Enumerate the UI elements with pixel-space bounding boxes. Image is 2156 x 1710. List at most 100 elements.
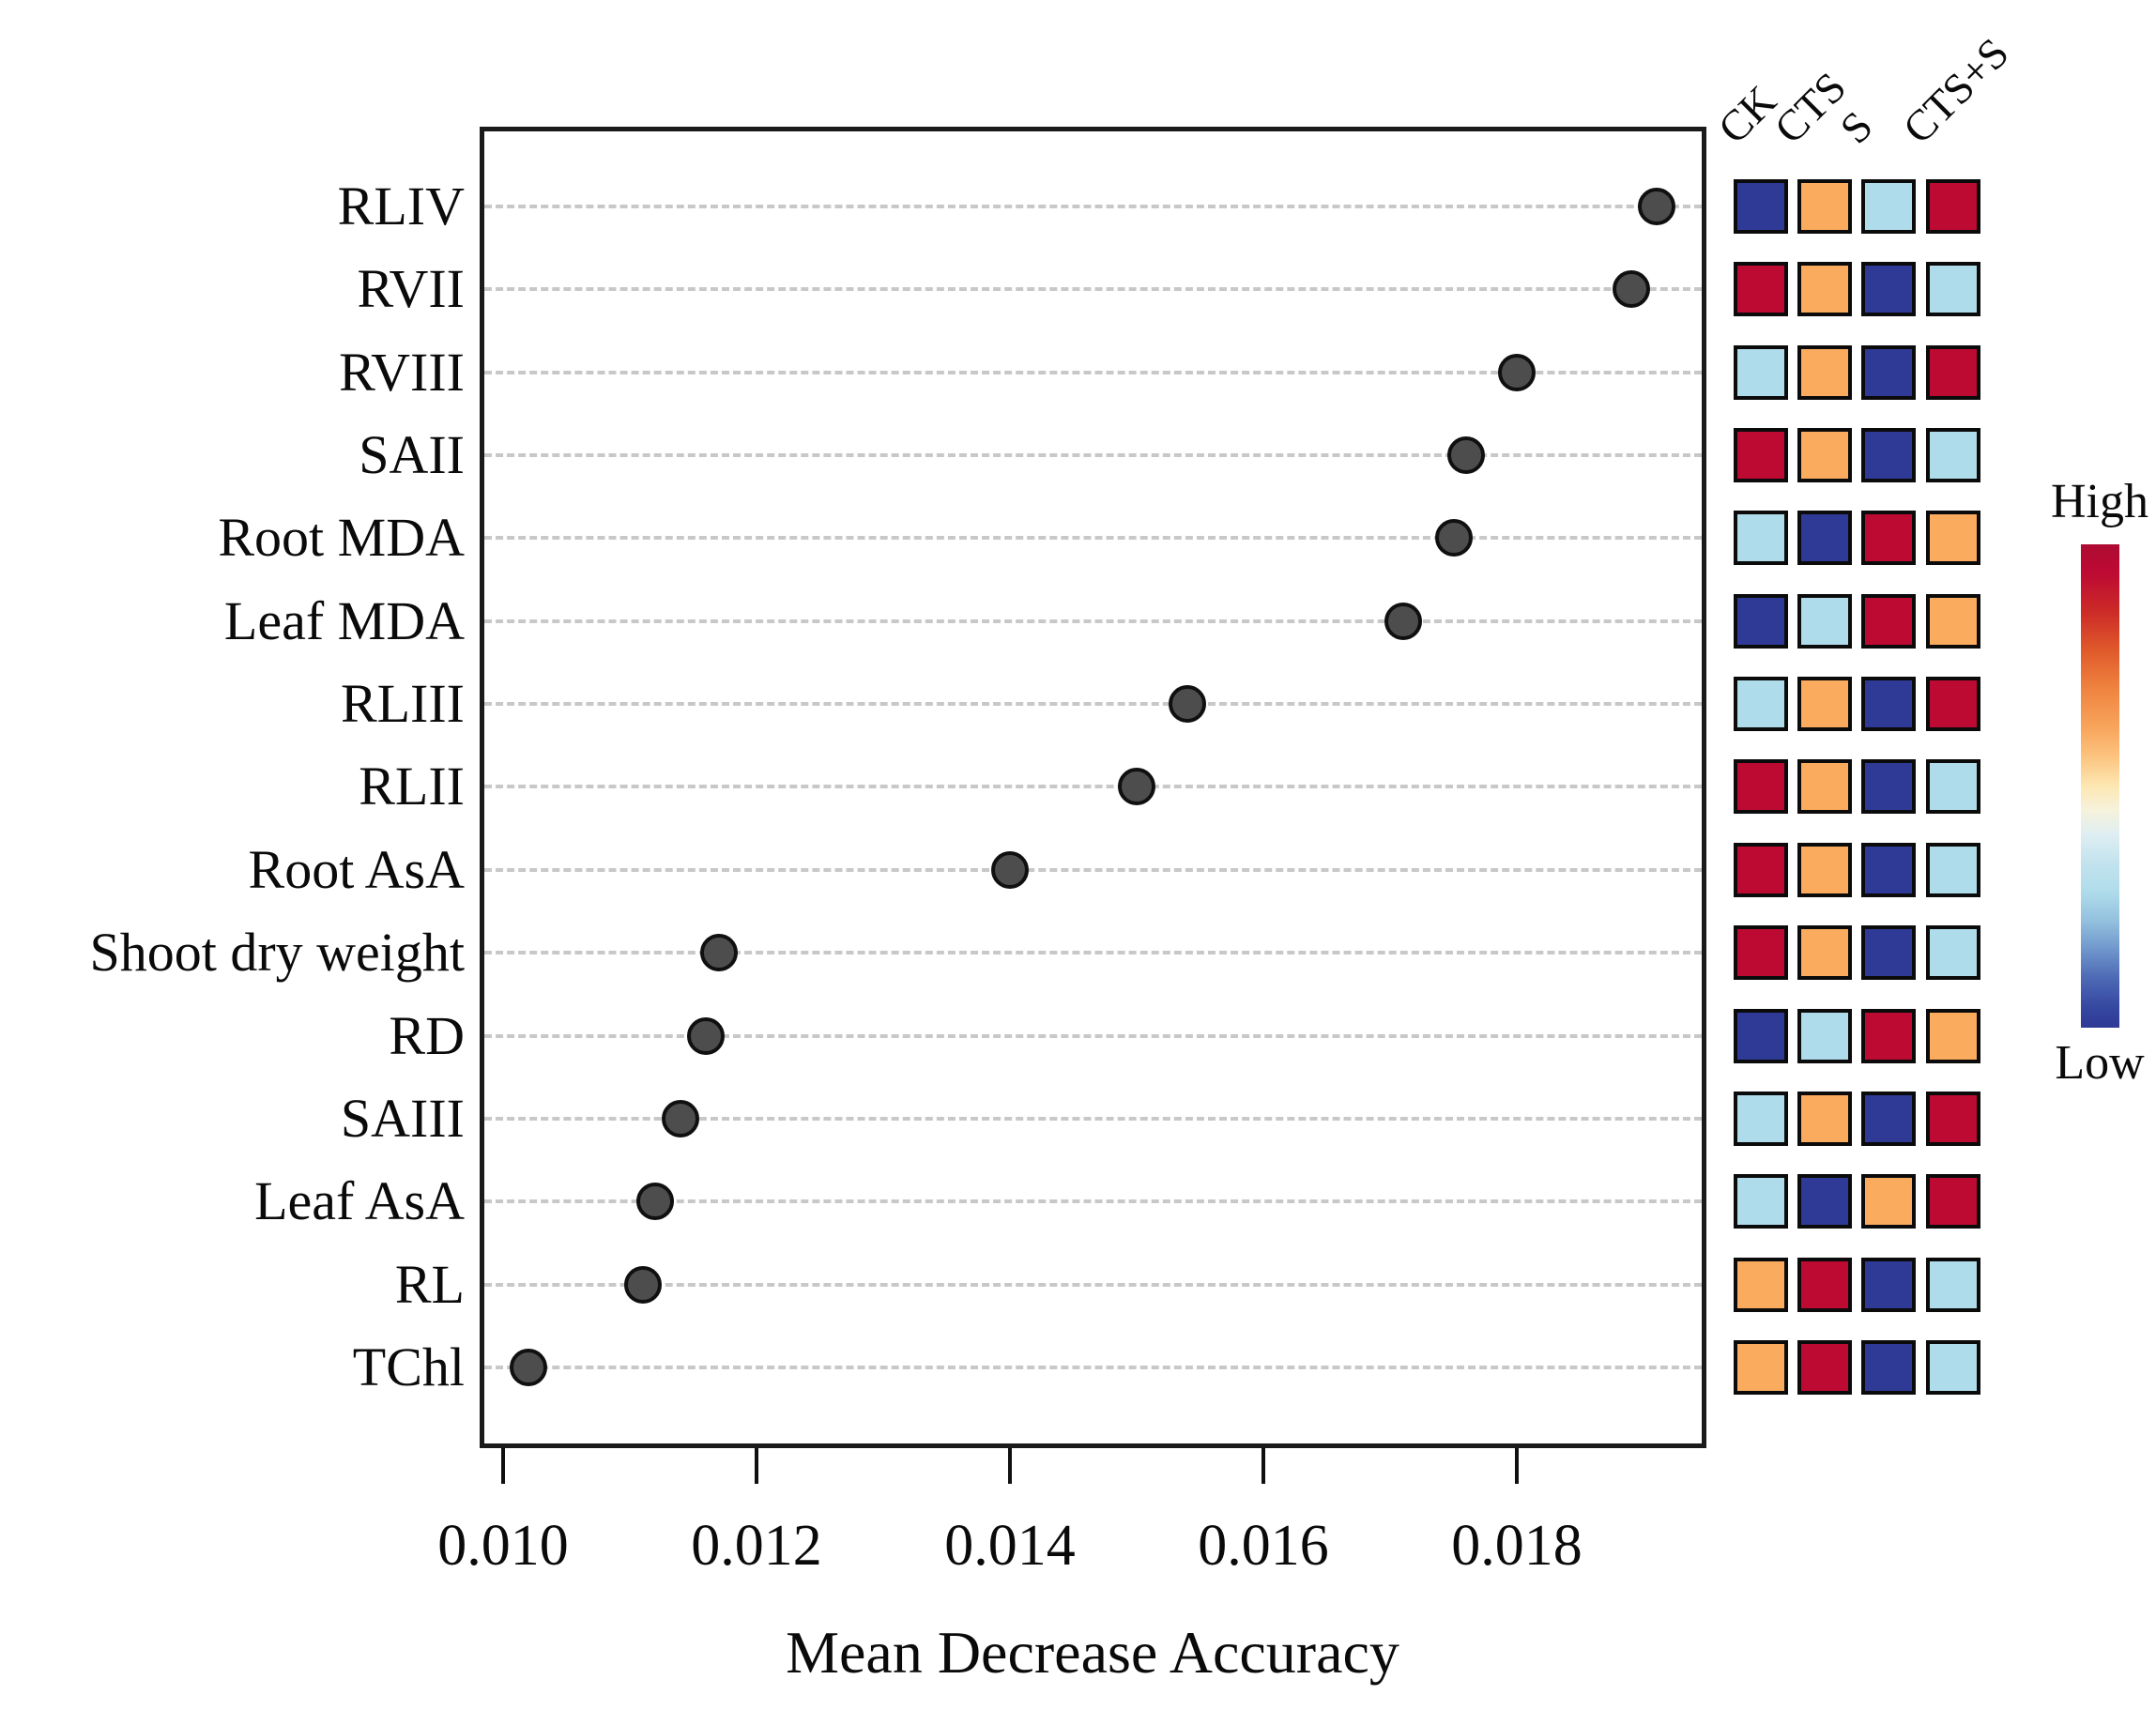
heatmap-cell: [1861, 344, 1916, 400]
heatmap-cell: [1734, 1091, 1788, 1146]
color-scale-low-label: Low: [2055, 1036, 2145, 1090]
heatmap-cell: [1734, 925, 1788, 981]
heatmap-cell: [1797, 1008, 1852, 1063]
heatmap-cell: [1734, 593, 1788, 649]
heatmap-cell: [1926, 1174, 1980, 1229]
y-axis-label: RVIII: [339, 341, 465, 403]
heatmap-cell: [1926, 179, 1980, 234]
heatmap-cell: [1734, 428, 1788, 483]
heatmap-cell: [1797, 677, 1852, 732]
data-point: [991, 850, 1029, 889]
heatmap-column-header: S: [1830, 101, 1882, 153]
heatmap-cell: [1926, 1339, 1980, 1395]
heatmap-cell: [1861, 677, 1916, 732]
grid-line: [484, 370, 1702, 374]
x-tick-label: 0.018: [1451, 1514, 1583, 1578]
data-point: [1447, 436, 1485, 475]
heatmap-cell: [1734, 842, 1788, 897]
heatmap-cell: [1734, 1339, 1788, 1395]
heatmap-cell: [1734, 511, 1788, 566]
heatmap-column-header: CTS+S: [1893, 28, 2018, 153]
data-point: [636, 1183, 674, 1221]
x-tick: [1008, 1448, 1012, 1484]
heatmap-cell: [1861, 1339, 1916, 1395]
heatmap-cell: [1797, 428, 1852, 483]
x-tick-label: 0.016: [1198, 1514, 1329, 1578]
grid-line: [484, 785, 1702, 789]
data-point: [623, 1265, 662, 1304]
heatmap-cell: [1797, 1257, 1852, 1312]
heatmap-cell: [1797, 1339, 1852, 1395]
heatmap-cell: [1861, 759, 1916, 815]
heatmap-cell: [1926, 925, 1980, 981]
data-point: [1384, 602, 1422, 640]
heatmap-cell: [1861, 511, 1916, 566]
data-point: [662, 1099, 699, 1137]
heatmap-cell: [1861, 179, 1916, 234]
heatmap-cell: [1797, 759, 1852, 815]
y-axis-label: TChl: [352, 1336, 465, 1397]
heatmap-cell: [1926, 759, 1980, 815]
grid-line: [484, 287, 1702, 292]
x-axis-title: Mean Decrease Accuracy: [786, 1619, 1399, 1686]
heatmap-cell: [1797, 511, 1852, 566]
heatmap-cell: [1797, 1091, 1852, 1146]
heatmap-cell: [1926, 1008, 1980, 1063]
data-point: [1169, 685, 1206, 724]
x-tick: [1261, 1448, 1265, 1484]
heatmap-cell: [1861, 1008, 1916, 1063]
grid-line: [484, 1116, 1702, 1121]
heatmap-cell: [1734, 1008, 1788, 1063]
heatmap-cell: [1797, 344, 1852, 400]
heatmap-cell: [1734, 179, 1788, 234]
grid-line: [484, 702, 1702, 707]
heatmap-cell: [1861, 593, 1916, 649]
heatmap-cell: [1861, 842, 1916, 897]
y-axis-label: RLII: [359, 756, 465, 817]
grid-line: [484, 618, 1702, 623]
grid-line: [484, 1199, 1702, 1204]
heatmap-cell: [1926, 1091, 1980, 1146]
y-axis-label: SAIII: [340, 1087, 465, 1149]
data-point: [1118, 768, 1155, 806]
heatmap-cell: [1734, 677, 1788, 732]
heatmap-cell: [1797, 842, 1852, 897]
y-axis-label: Root AsA: [248, 838, 465, 900]
heatmap-cell: [1926, 677, 1980, 732]
y-axis-label: Root MDA: [218, 507, 465, 569]
heatmap-cell: [1797, 593, 1852, 649]
heatmap-cell: [1797, 179, 1852, 234]
data-point: [699, 934, 738, 972]
grid-line: [484, 1033, 1702, 1038]
x-tick: [1515, 1448, 1519, 1484]
color-scale-high-label: High: [2051, 475, 2148, 528]
heatmap-cell: [1861, 262, 1916, 317]
grid-line: [484, 951, 1702, 955]
grid-line: [484, 453, 1702, 458]
heatmap-cell: [1734, 1257, 1788, 1312]
grid-line: [484, 205, 1702, 208]
heatmap-cell: [1861, 428, 1916, 483]
heatmap-cell: [1926, 593, 1980, 649]
data-point: [1434, 519, 1473, 557]
x-tick-label: 0.012: [691, 1514, 822, 1578]
data-point: [1612, 270, 1650, 309]
y-axis-label: Shoot dry weight: [89, 922, 465, 984]
y-axis-label: SAII: [359, 424, 465, 486]
heatmap-cell: [1734, 1174, 1788, 1229]
heatmap-cell: [1861, 1091, 1916, 1146]
y-axis-label: RLIV: [337, 176, 465, 237]
y-axis-label: Leaf AsA: [254, 1170, 465, 1232]
heatmap-cell: [1734, 759, 1788, 815]
data-point: [687, 1016, 725, 1055]
heatmap-cell: [1797, 925, 1852, 981]
heatmap-cell: [1926, 511, 1980, 566]
heatmap-cell: [1797, 1174, 1852, 1229]
grid-line: [484, 1282, 1702, 1287]
data-point: [510, 1348, 547, 1386]
heatmap-cell: [1734, 262, 1788, 317]
y-axis-label: Leaf MDA: [223, 589, 465, 651]
x-tick: [755, 1448, 758, 1484]
y-axis-label: RL: [394, 1253, 465, 1315]
